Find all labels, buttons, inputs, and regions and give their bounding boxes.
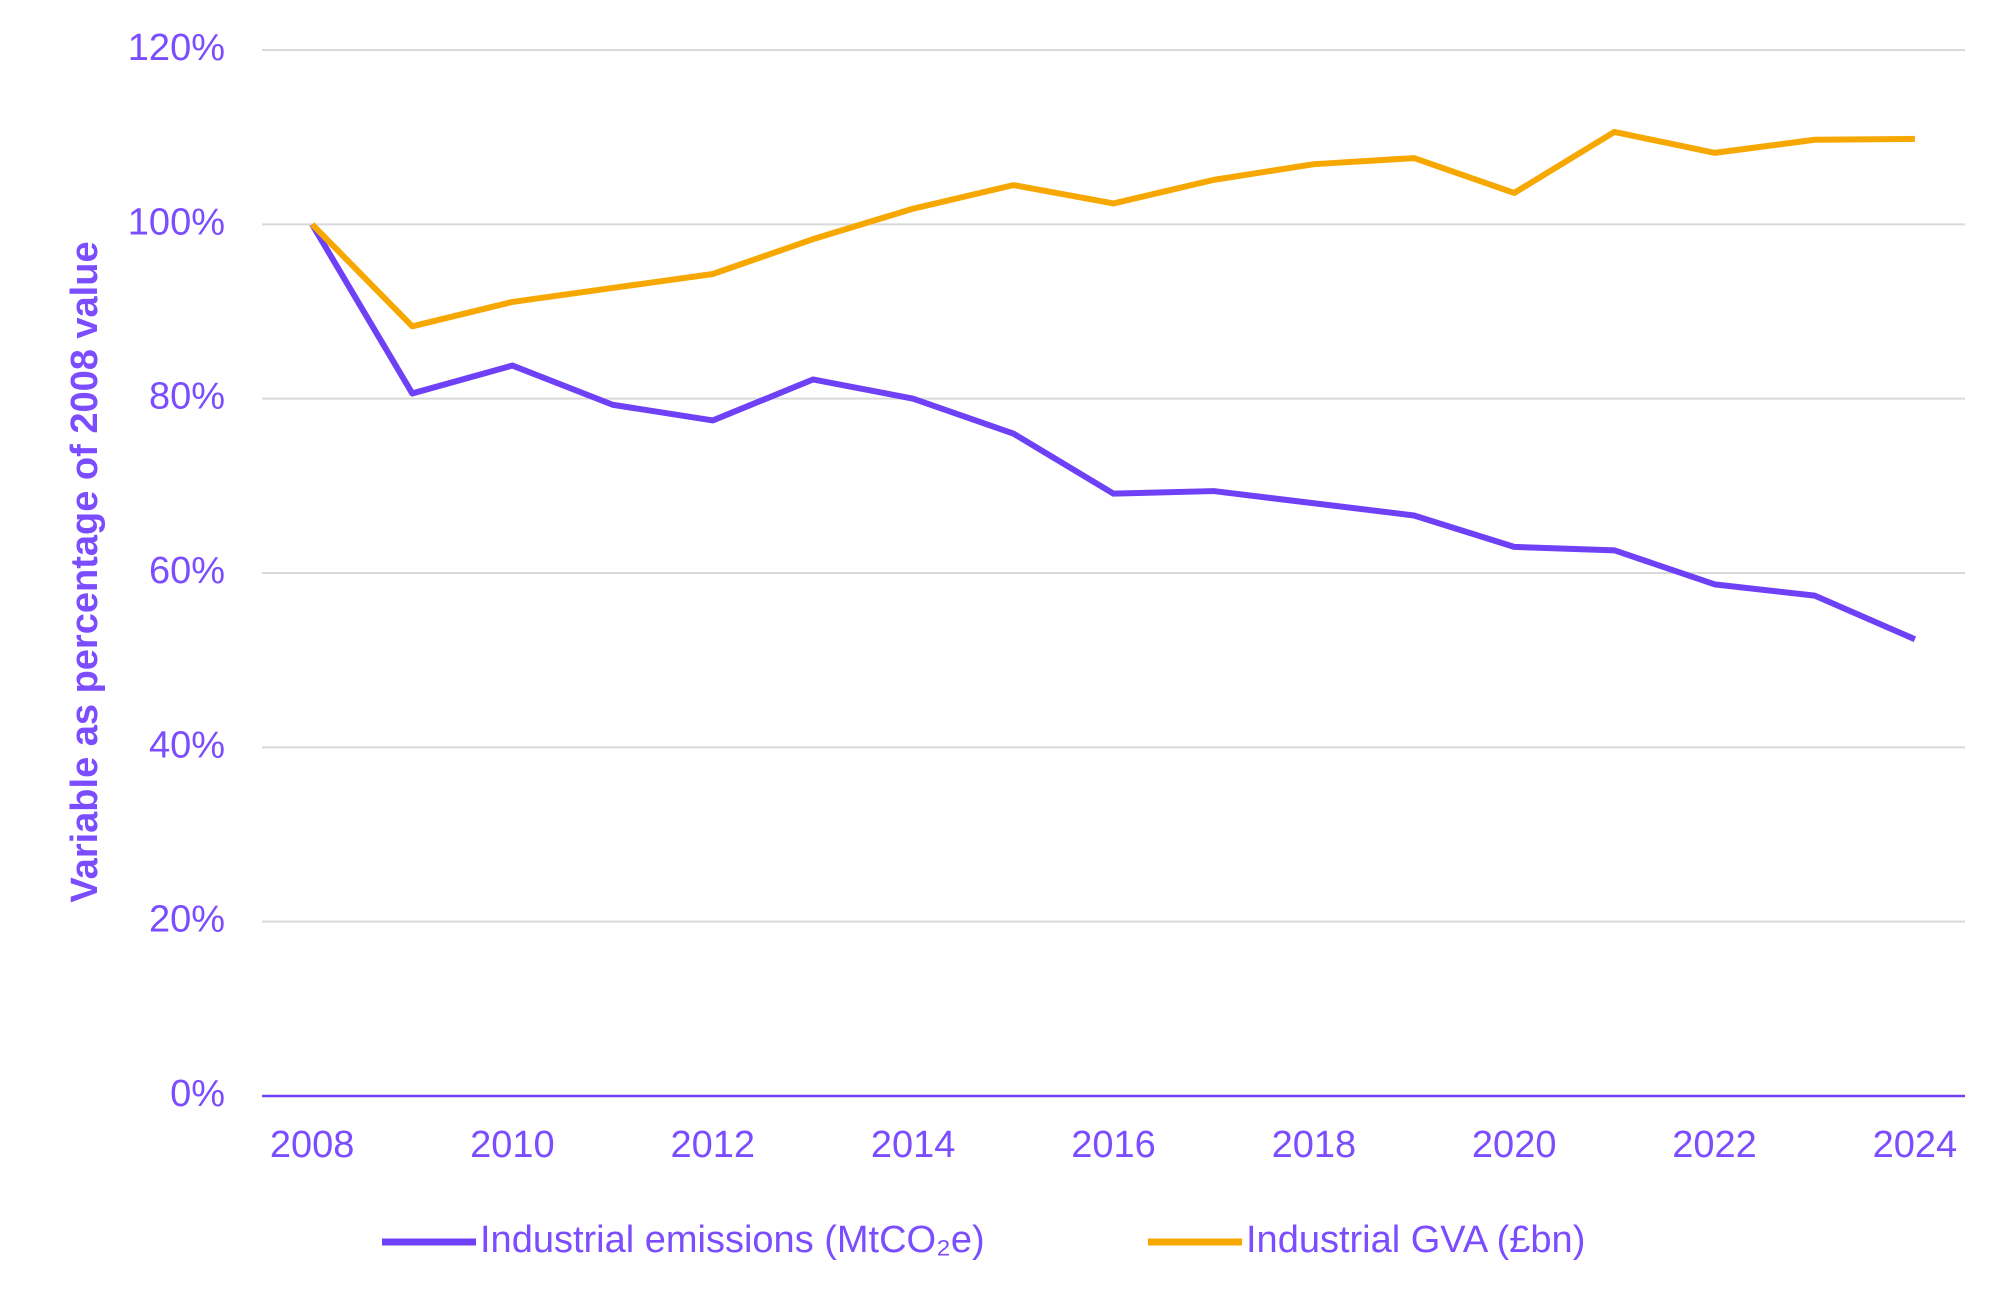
line-series: [309, 128, 1915, 330]
x-tick-label: 2016: [1071, 1124, 1156, 1166]
y-tick-label: 40%: [149, 724, 225, 766]
x-tick-label: 2010: [470, 1124, 555, 1166]
x-tick-label: 2014: [871, 1124, 956, 1166]
x-tick-label: 2024: [1873, 1124, 1958, 1166]
x-tick-label: 2008: [270, 1124, 355, 1166]
y-tick-label: 20%: [149, 899, 225, 941]
y-tick-label: 60%: [149, 550, 225, 592]
x-tick-label: 2022: [1672, 1124, 1757, 1166]
x-tick-label: 2012: [671, 1124, 756, 1166]
x-tick-label: 2020: [1472, 1124, 1557, 1166]
y-tick-label: 120%: [128, 27, 225, 69]
line-series: [309, 222, 1917, 642]
y-tick-label: 100%: [128, 201, 225, 243]
y-tick-label: 80%: [149, 376, 225, 418]
legend-label: Industrial emissions (MtCO₂e): [480, 1219, 985, 1261]
x-tick-label: 2018: [1272, 1124, 1357, 1166]
y-tick-label: 0%: [170, 1073, 225, 1115]
legend-label: Industrial GVA (£bn): [1246, 1219, 1585, 1261]
y-axis-label: Variable as percentage of 2008 value: [64, 241, 106, 902]
